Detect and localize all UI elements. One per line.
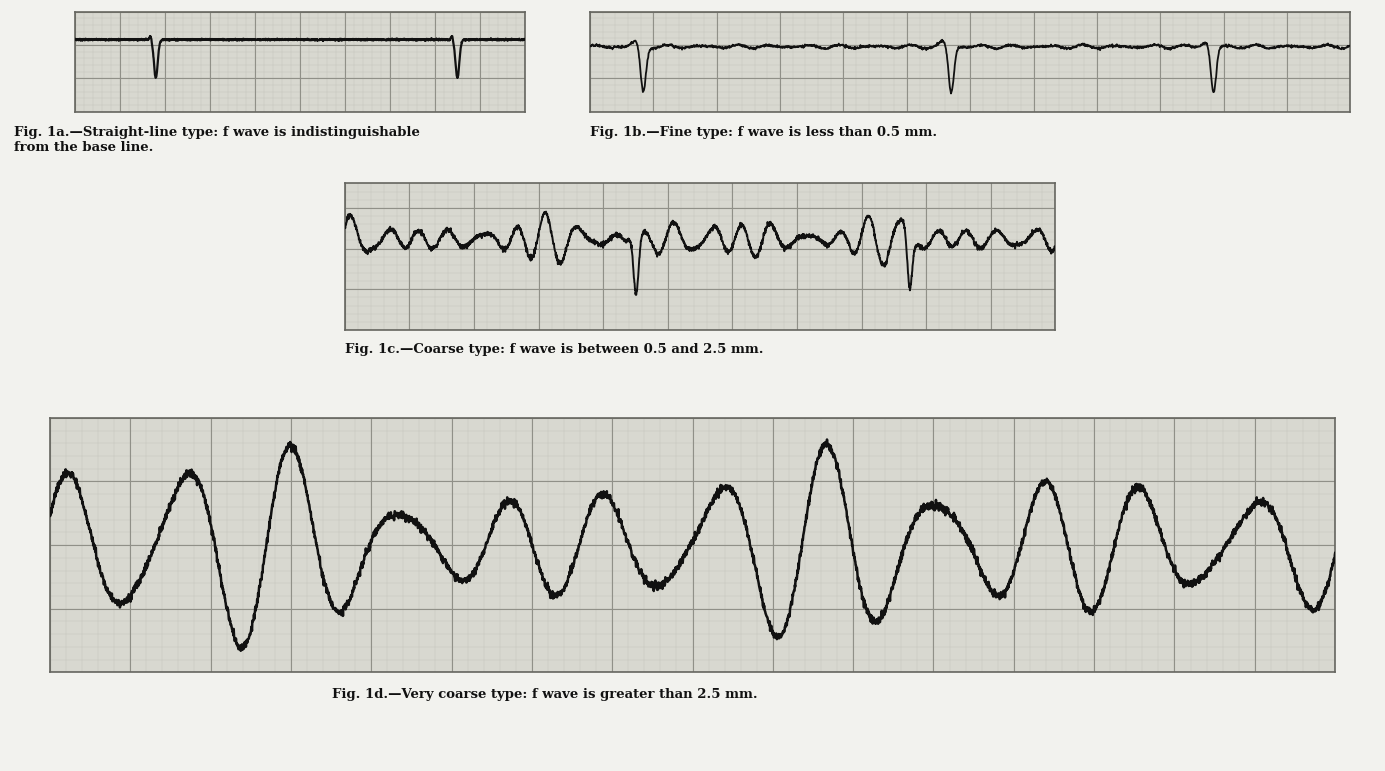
Text: Fig. 1a.—Straight-line type: f wave is indistinguishable
from the base line.: Fig. 1a.—Straight-line type: f wave is i… (14, 126, 420, 154)
Text: Fig. 1c.—Coarse type: f wave is between 0.5 and 2.5 mm.: Fig. 1c.—Coarse type: f wave is between … (345, 343, 763, 356)
Text: Fig. 1b.—Fine type: f wave is less than 0.5 mm.: Fig. 1b.—Fine type: f wave is less than … (590, 126, 938, 140)
Text: Fig. 1d.—Very coarse type: f wave is greater than 2.5 mm.: Fig. 1d.—Very coarse type: f wave is gre… (332, 688, 758, 701)
